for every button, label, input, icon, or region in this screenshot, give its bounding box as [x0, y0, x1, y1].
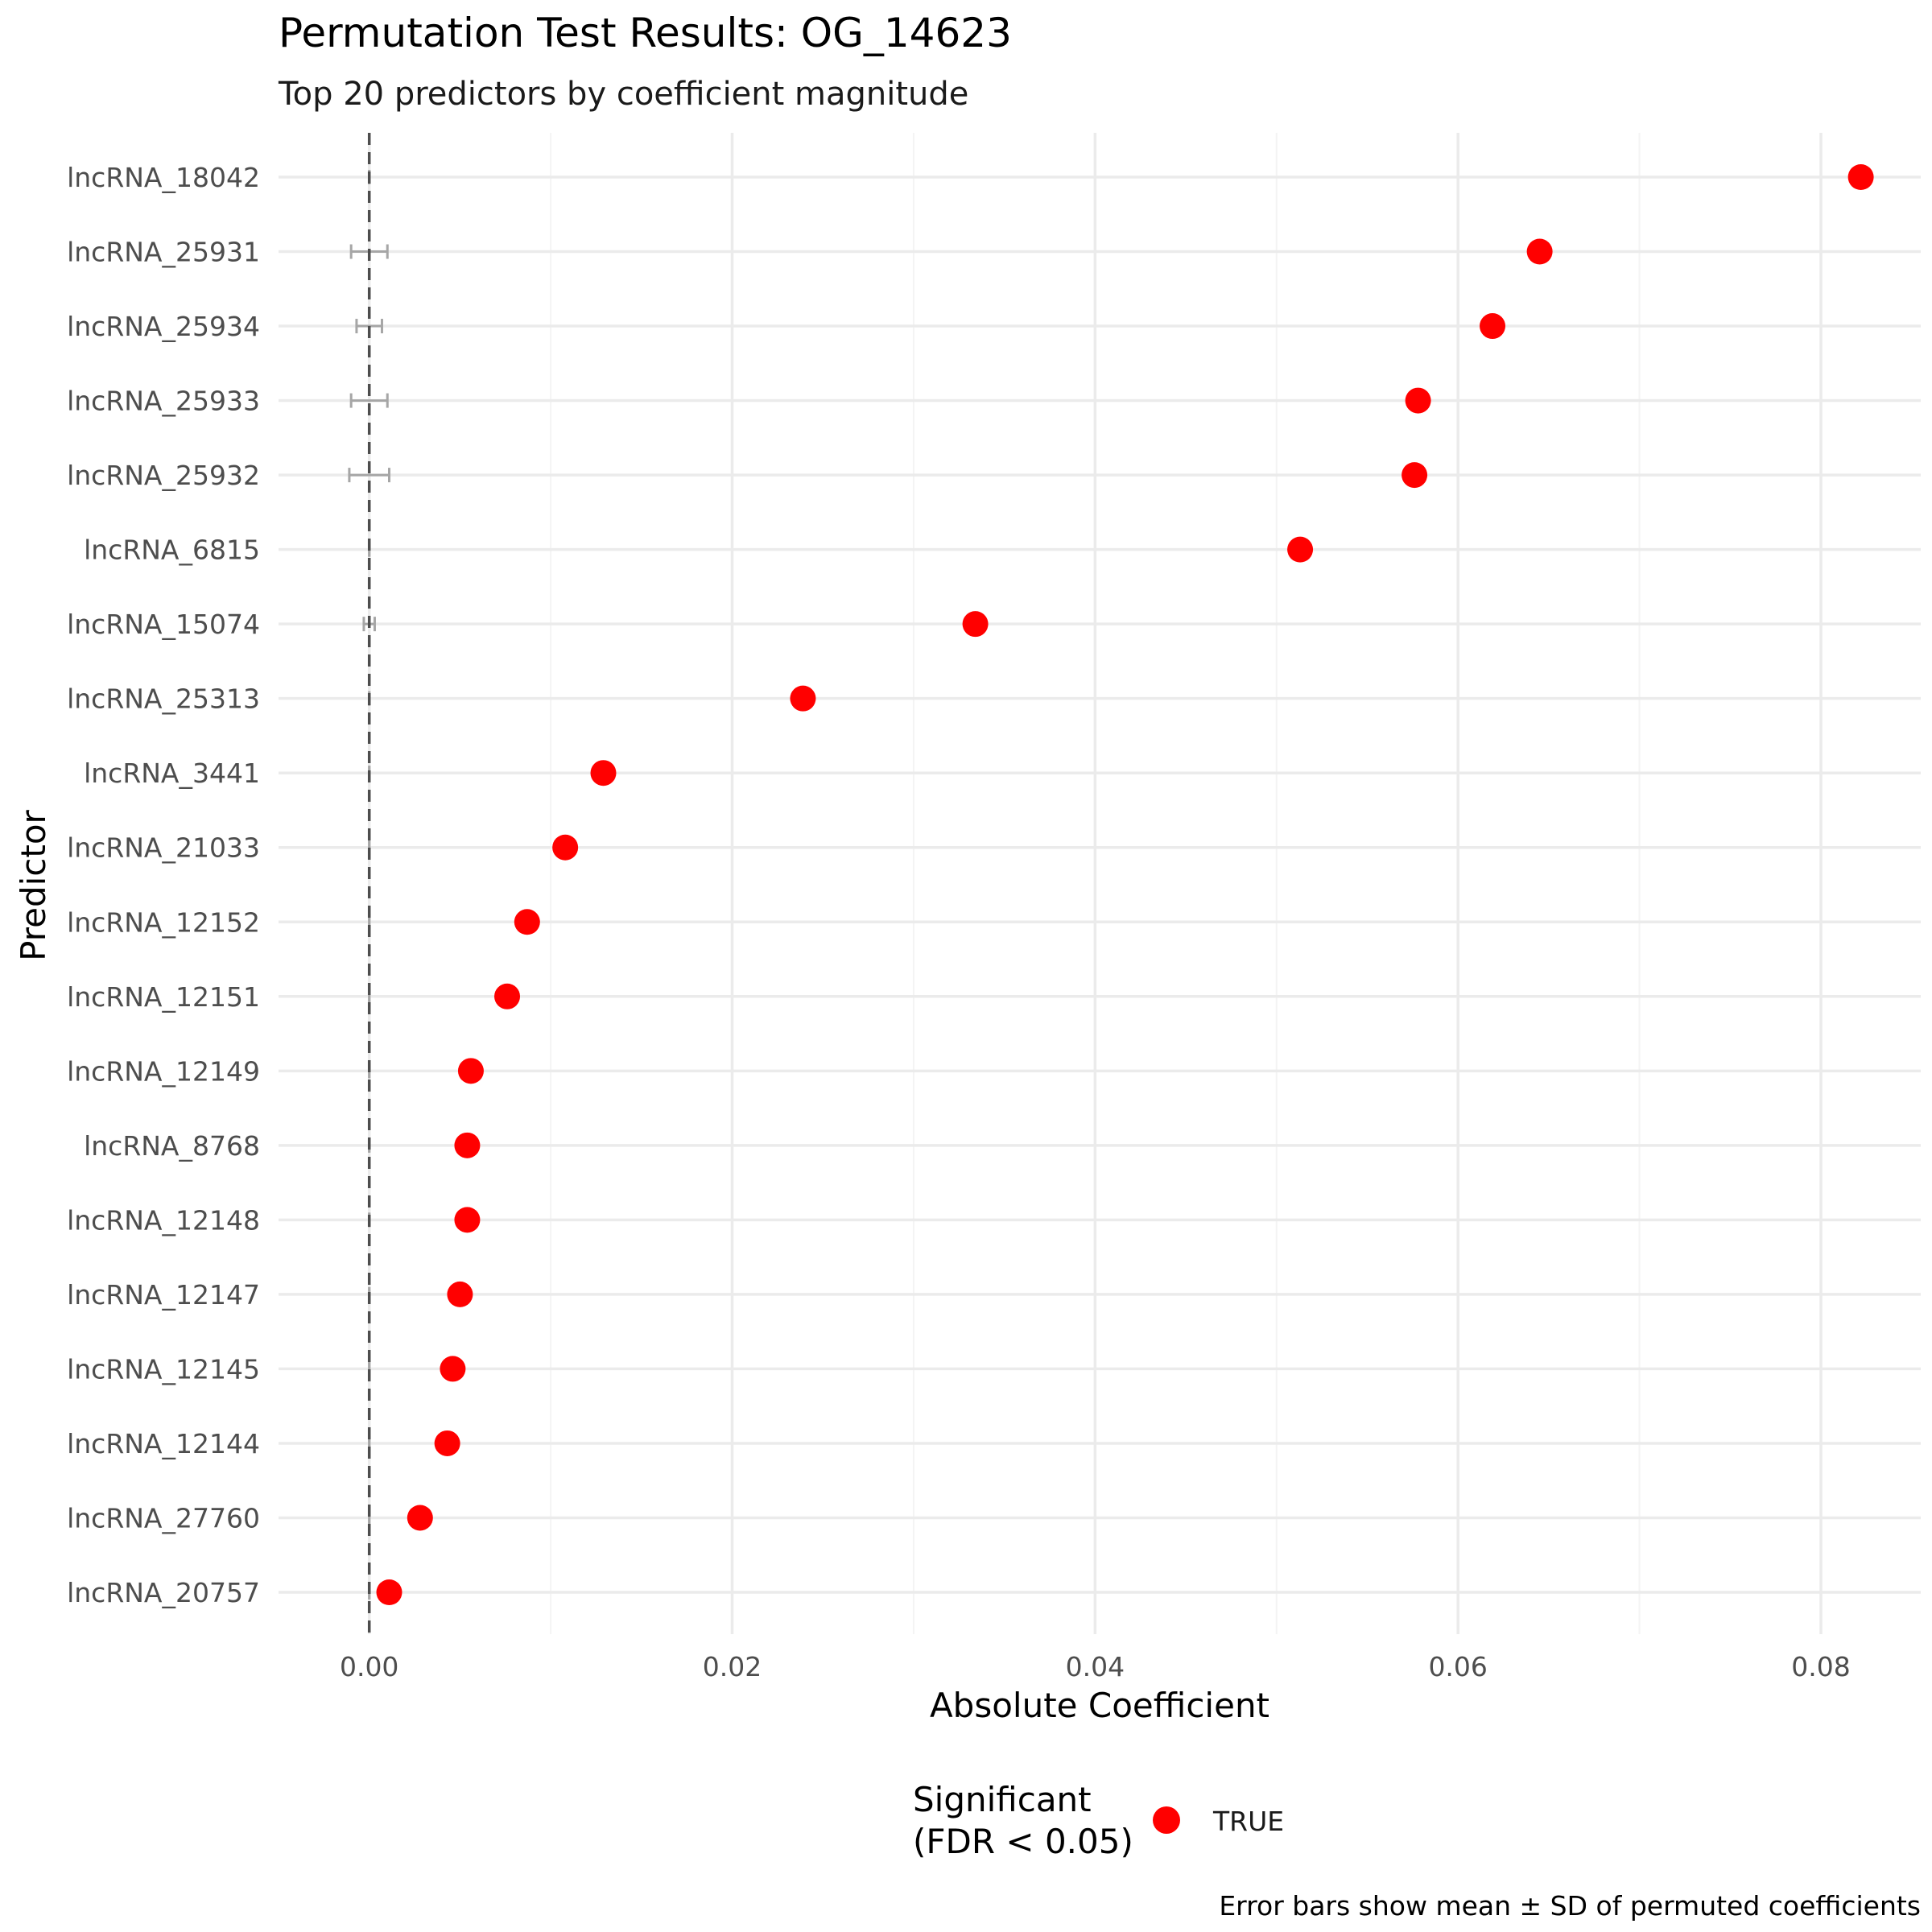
- y-axis-tick-labels: lncRNA_18042 lncRNA_25931 lncRNA_25934 lncR…: [67, 162, 260, 1608]
- data-point: [1402, 462, 1428, 489]
- y-tick-label: lncRNA_12147: [67, 1279, 260, 1311]
- y-tick-label: lncRNA_12145: [67, 1353, 260, 1385]
- legend-label-true: TRUE: [1212, 1806, 1284, 1837]
- error-bar: [349, 393, 389, 408]
- data-point: [1287, 536, 1314, 563]
- y-tick-label: lncRNA_25313: [67, 683, 260, 715]
- chart-subtitle: Top 20 predictors by coefficient magnitu…: [278, 76, 968, 113]
- y-tick-label: lncRNA_25931: [67, 237, 260, 268]
- legend-title-line-1: Significant: [913, 1780, 1092, 1819]
- y-tick-label: lncRNA_12151: [67, 981, 260, 1013]
- data-point: [454, 1132, 481, 1158]
- data-point: [407, 1505, 433, 1531]
- data-point: [454, 1207, 481, 1233]
- data-point: [1405, 387, 1431, 414]
- data-point: [590, 760, 617, 786]
- data-point: [434, 1430, 460, 1456]
- data-point: [552, 834, 579, 861]
- data-point: [376, 1579, 402, 1605]
- data-point: [1847, 164, 1874, 190]
- y-tick-label: lncRNA_25934: [67, 311, 260, 342]
- x-tick-label: 0.06: [1428, 1651, 1487, 1682]
- y-tick-label: lncRNA_15074: [67, 609, 260, 640]
- y-tick-label: lncRNA_20757: [67, 1577, 260, 1608]
- x-tick-label: 0.04: [1066, 1651, 1125, 1682]
- x-tick-label: 0.08: [1791, 1651, 1850, 1682]
- data-point: [440, 1356, 466, 1382]
- legend: Significant (FDR < 0.05) TRUE: [913, 1780, 1284, 1861]
- data-points: [376, 164, 1874, 1605]
- y-tick-label: lncRNA_21033: [67, 832, 260, 864]
- chart-caption: Error bars show mean ± SD of permuted co…: [1219, 1890, 1921, 1922]
- data-point: [514, 909, 540, 935]
- data-point: [457, 1058, 484, 1084]
- y-tick-label: lncRNA_12152: [67, 906, 260, 938]
- legend-key-point: [1153, 1806, 1180, 1834]
- grid: [279, 133, 1921, 1634]
- data-point: [447, 1281, 473, 1307]
- y-tick-label: lncRNA_25933: [67, 386, 260, 417]
- x-tick-label: 0.00: [340, 1651, 398, 1682]
- y-tick-label: lncRNA_27760: [67, 1502, 260, 1534]
- y-tick-label: lncRNA_25932: [67, 460, 260, 491]
- data-point: [1526, 238, 1553, 265]
- data-point: [1480, 313, 1506, 340]
- data-point: [790, 685, 816, 712]
- y-tick-label: lncRNA_6815: [84, 535, 260, 566]
- legend-title-line-2: (FDR < 0.05): [913, 1822, 1133, 1861]
- data-point: [494, 983, 521, 1009]
- y-tick-label: lncRNA_8768: [84, 1130, 260, 1162]
- y-tick-label: lncRNA_12149: [67, 1055, 260, 1087]
- y-tick-label: lncRNA_3441: [84, 758, 260, 789]
- y-tick-label: lncRNA_12148: [67, 1204, 260, 1236]
- x-axis-tick-labels: 0.00 0.02 0.04 0.06 0.08: [340, 1651, 1851, 1682]
- x-axis-title: Absolute Coefficient: [930, 1686, 1269, 1725]
- data-point: [962, 611, 989, 638]
- error-bar: [348, 468, 391, 483]
- chart-title: Permutation Test Results: OG_14623: [279, 10, 1012, 56]
- x-tick-label: 0.02: [703, 1651, 762, 1682]
- y-tick-label: lncRNA_18042: [67, 162, 260, 193]
- y-axis-title: Predictor: [14, 809, 53, 960]
- y-tick-label: lncRNA_12144: [67, 1428, 260, 1459]
